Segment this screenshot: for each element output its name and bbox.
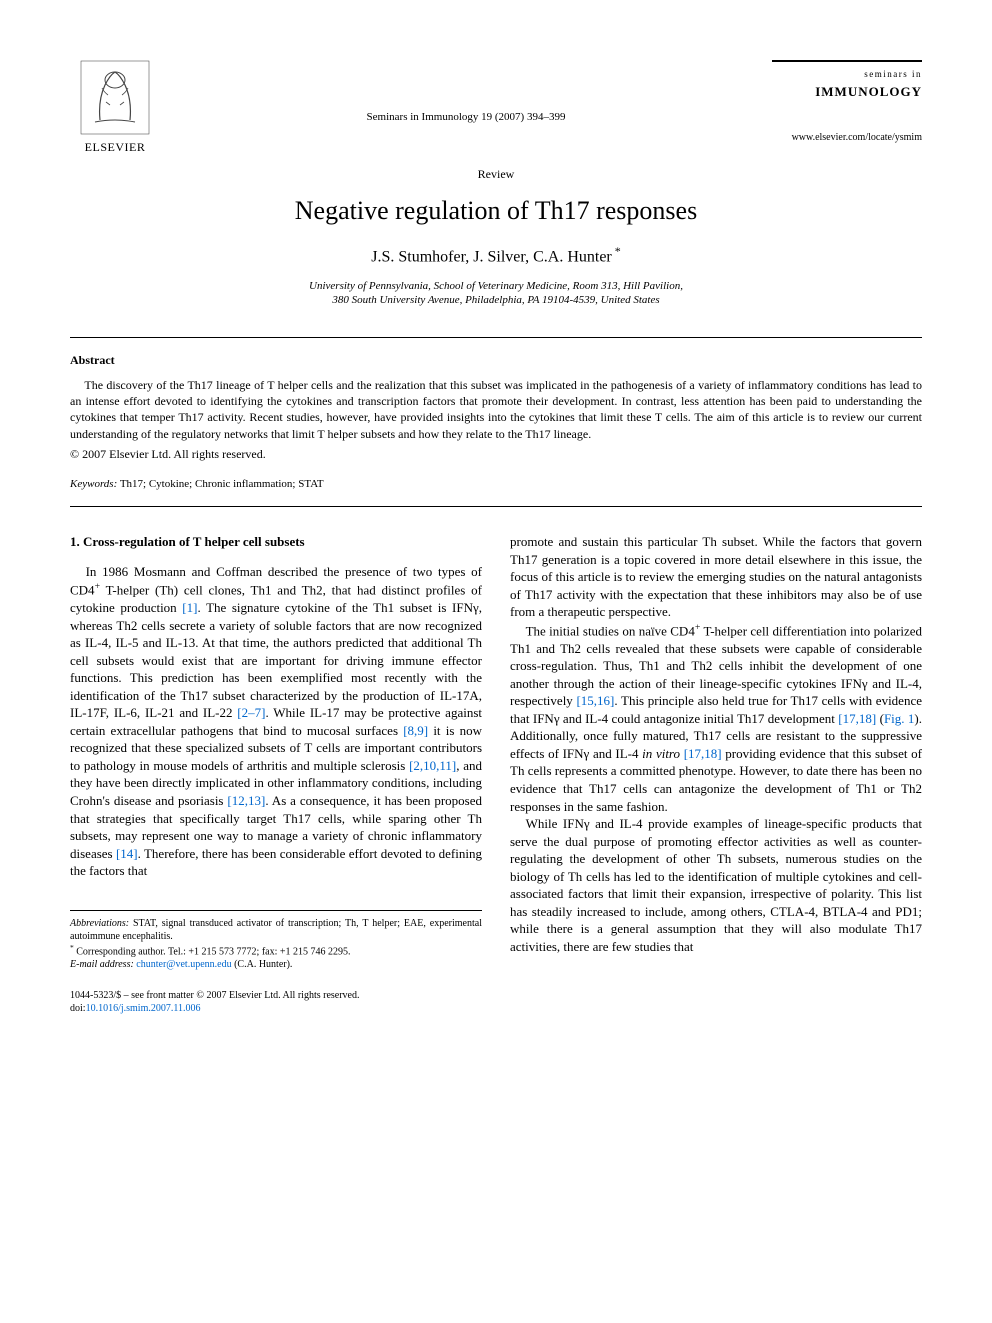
ref-link[interactable]: [15,16]	[576, 693, 614, 708]
footnote-corr: * Corresponding author. Tel.: +1 215 573…	[70, 943, 482, 958]
issn-line: 1044-5323/$ – see front matter © 2007 El…	[70, 989, 922, 1002]
ref-link[interactable]: [14]	[116, 846, 138, 861]
journal-block: seminars in IMMUNOLOGY www.elsevier.com/…	[772, 60, 922, 145]
doi-line: doi:10.1016/j.smim.2007.11.006	[70, 1002, 922, 1015]
footnote-abbrev: Abbreviations: STAT, signal transduced a…	[70, 917, 482, 943]
ref-link[interactable]: [2,10,11]	[409, 758, 456, 773]
elsevier-logo	[80, 60, 150, 135]
article-type: Review	[70, 166, 922, 183]
header-row: ELSEVIER Seminars in Immunology 19 (2007…	[70, 60, 922, 156]
authors: J.S. Stumhofer, J. Silver, C.A. Hunter *	[70, 243, 922, 269]
col2-para1: promote and sustain this particular Th s…	[510, 533, 922, 621]
col2-para3: While IFNγ and IL-4 provide examples of …	[510, 815, 922, 955]
corr-marker: *	[612, 244, 621, 258]
body-columns: 1. Cross-regulation of T helper cell sub…	[70, 533, 922, 971]
email-link[interactable]: chunter@vet.upenn.edu	[134, 959, 232, 970]
ref-link[interactable]: [17,18]	[838, 711, 876, 726]
column-left: 1. Cross-regulation of T helper cell sub…	[70, 533, 482, 971]
ref-link[interactable]: [8,9]	[403, 723, 428, 738]
fig-link[interactable]: Fig. 1	[884, 711, 914, 726]
affiliation-line2: 380 South University Avenue, Philadelphi…	[332, 294, 659, 306]
email-label: E-mail address:	[70, 959, 134, 970]
col1-para1: In 1986 Mosmann and Coffman described th…	[70, 563, 482, 880]
doi-link[interactable]: 10.1016/j.smim.2007.11.006	[86, 1003, 201, 1014]
abstract-heading: Abstract	[70, 352, 922, 369]
keywords-label: Keywords:	[70, 478, 117, 490]
abbrev-label: Abbreviations:	[70, 918, 129, 929]
keywords-text: Th17; Cytokine; Chronic inflammation; ST…	[117, 478, 323, 490]
journal-url: www.elsevier.com/locate/ysmim	[772, 131, 922, 145]
journal-series-name: IMMUNOLOGY	[772, 83, 922, 101]
affiliation-line1: University of Pennsylvania, School of Ve…	[309, 280, 683, 292]
author-list: J.S. Stumhofer, J. Silver, C.A. Hunter	[371, 248, 612, 265]
affiliation: University of Pennsylvania, School of Ve…	[70, 279, 922, 308]
ref-link[interactable]: [17,18]	[684, 746, 722, 761]
rule-top	[70, 337, 922, 338]
abstract-text: The discovery of the Th17 lineage of T h…	[70, 377, 922, 442]
publisher-block: ELSEVIER	[70, 60, 160, 156]
journal-series-label: seminars in	[772, 60, 922, 81]
footnote-email: E-mail address: chunter@vet.upenn.edu (C…	[70, 958, 482, 971]
publisher-name: ELSEVIER	[85, 139, 146, 156]
ref-link[interactable]: [12,13]	[227, 793, 265, 808]
ref-link[interactable]: [1]	[182, 600, 197, 615]
footer: 1044-5323/$ – see front matter © 2007 El…	[70, 989, 922, 1015]
journal-citation: Seminars in Immunology 19 (2007) 394–399	[160, 110, 772, 125]
abbrev-text: STAT, signal transduced activator of tra…	[70, 918, 482, 942]
abstract-block: Abstract The discovery of the Th17 linea…	[70, 352, 922, 462]
footnotes: Abbreviations: STAT, signal transduced a…	[70, 910, 482, 971]
col2-para2: The initial studies on naïve CD4+ T-help…	[510, 621, 922, 815]
rule-bottom	[70, 506, 922, 507]
ref-link[interactable]: [2–7]	[237, 705, 265, 720]
section-1-heading: 1. Cross-regulation of T helper cell sub…	[70, 533, 482, 551]
keywords: Keywords: Th17; Cytokine; Chronic inflam…	[70, 477, 922, 492]
center-header: Seminars in Immunology 19 (2007) 394–399	[160, 60, 772, 125]
column-right: promote and sustain this particular Th s…	[510, 533, 922, 971]
article-title: Negative regulation of Th17 responses	[70, 193, 922, 229]
abstract-copyright: © 2007 Elsevier Ltd. All rights reserved…	[70, 446, 922, 463]
